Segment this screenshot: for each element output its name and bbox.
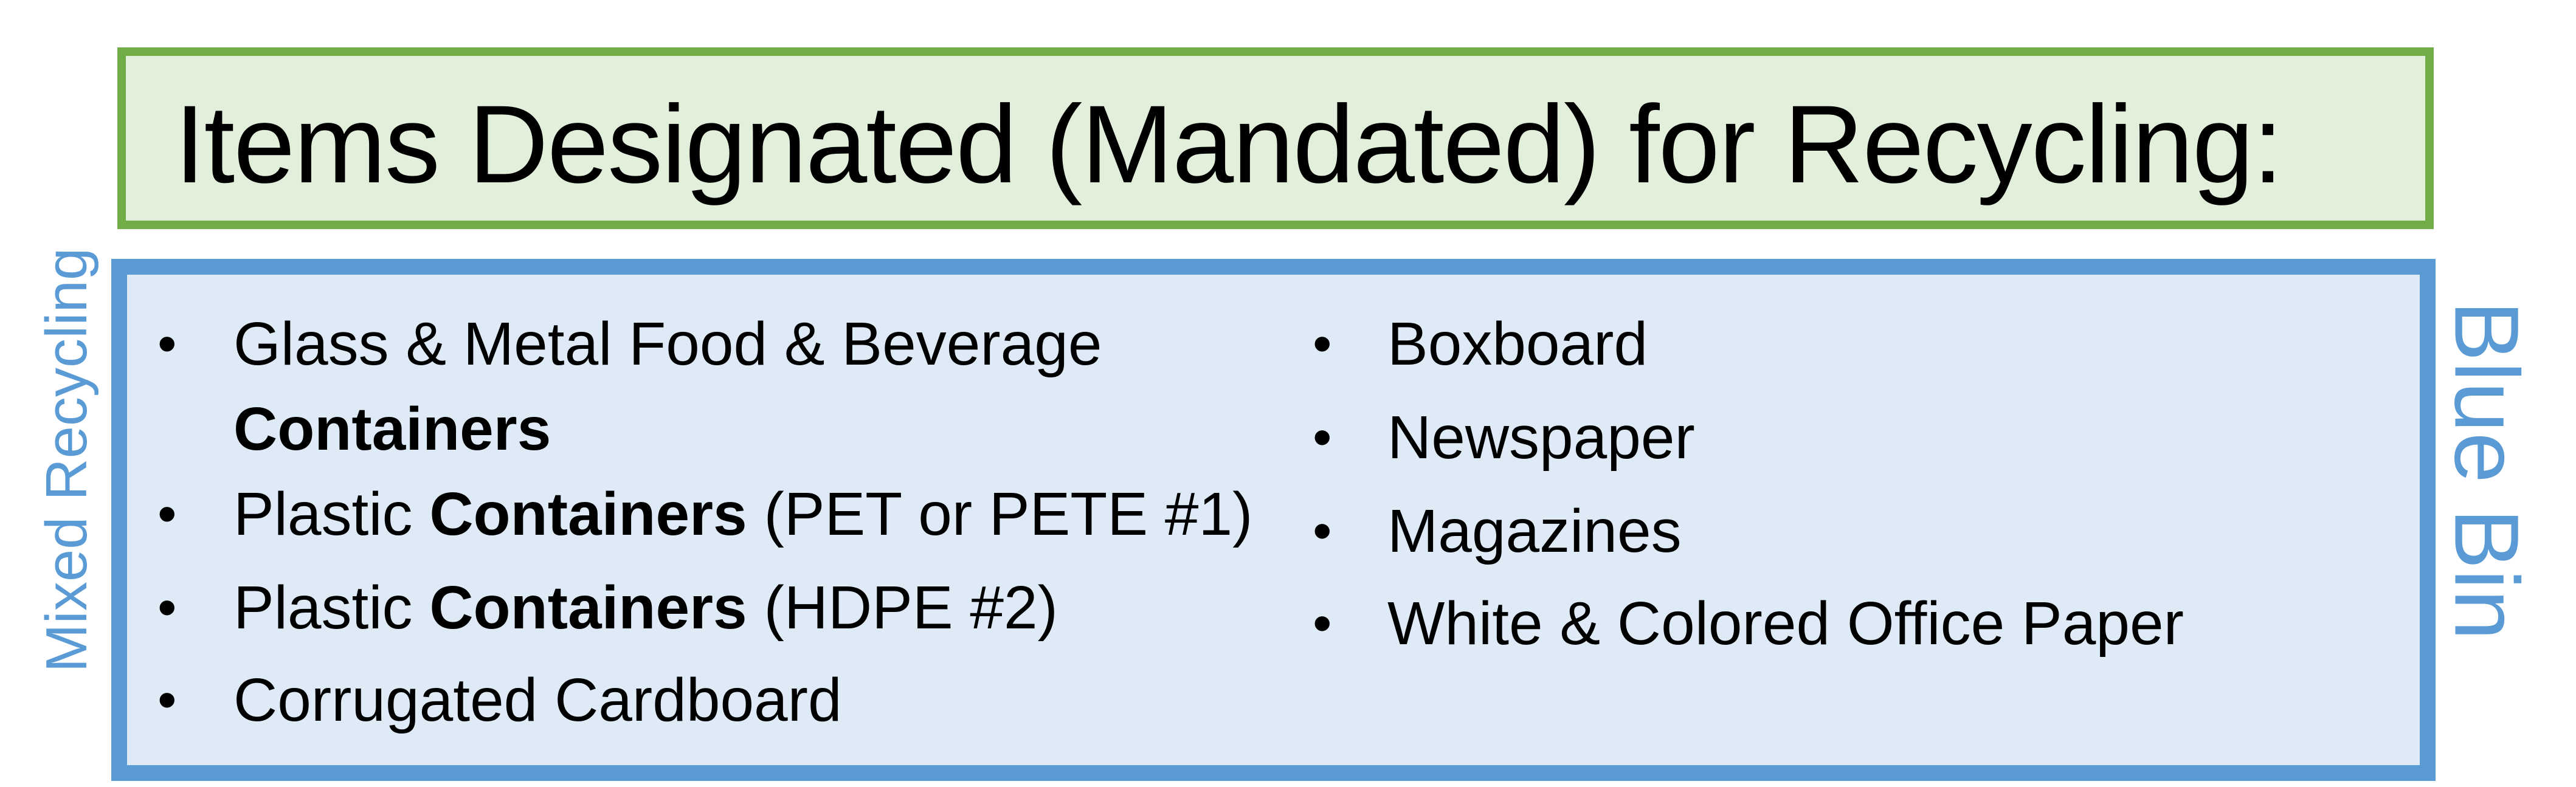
list-item: Glass & Metal Food & Beverage Containers [233,301,1102,472]
list-item: Boxboard [1387,310,1648,378]
title-box: Items Designated (Mandated) for Recyclin… [117,47,2434,229]
list-item: White & Colored Office Paper [1387,589,2184,658]
item-text: Glass & Metal Food & Beverage [233,310,1102,378]
bullet: • [157,314,177,374]
item-text: Corrugated Cardboard [233,666,842,734]
page-title: Items Designated (Mandated) for Recyclin… [174,82,2284,206]
recycling-items-box: • Glass & Metal Food & Beverage Containe… [111,259,2436,781]
bullet: • [157,577,177,638]
list-item: Plastic Containers (HDPE #2) [233,565,1058,650]
bullet: • [1313,593,1332,654]
blue-bin-label: Blue Bin [2436,300,2538,641]
bullet: • [157,484,177,545]
item-text: Plastic [233,574,430,642]
bullet: • [157,670,177,730]
list-item: Magazines [1387,497,1682,565]
bullet: • [1313,501,1332,562]
list-item: Newspaper [1387,404,1695,472]
item-text: Plastic [233,480,430,548]
mixed-recycling-label: Mixed Recycling [34,247,99,673]
item-text: (PET or PETE #1) [747,480,1253,548]
item-bold-text: Containers [233,395,551,463]
list-item: Corrugated Cardboard [233,658,842,743]
item-bold-text: Containers [429,480,747,548]
item-bold-text: Containers [429,574,747,642]
bullet: • [1313,314,1332,374]
bullet: • [1313,407,1332,468]
item-text: (HDPE #2) [747,574,1058,642]
list-item: Plastic Containers (PET or PETE #1) [233,472,1252,557]
